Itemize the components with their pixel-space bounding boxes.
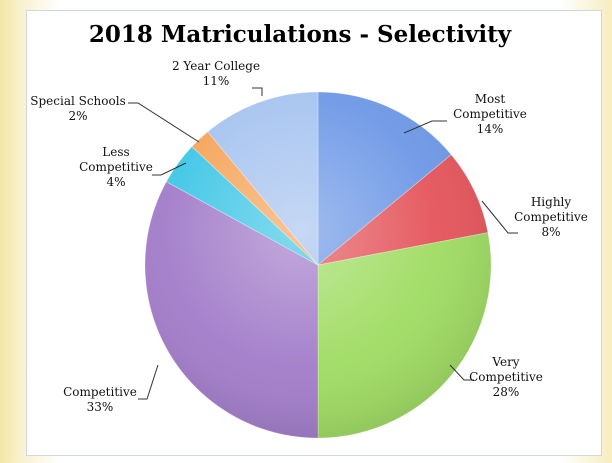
- leader-line-6: [252, 87, 263, 96]
- leader-line-5: [128, 102, 200, 143]
- leader-line-0: [403, 120, 447, 134]
- slice-value-label-2: 28%: [493, 385, 520, 399]
- slice-name-label-1: Competitive: [514, 210, 588, 224]
- pie-slice-2: [317, 232, 492, 439]
- slice-value-label-1: 8%: [541, 225, 560, 239]
- slice-name-label-2: Competitive: [469, 370, 543, 384]
- slice-name-label-0: Competitive: [453, 107, 527, 121]
- slice-name-label-4: Competitive: [79, 160, 153, 174]
- slice-name-label-2: Very: [491, 355, 519, 369]
- slice-value-label-5: 2%: [68, 109, 87, 123]
- slice-name-label-4: Less: [102, 145, 129, 159]
- leader-line-3: [138, 364, 159, 400]
- slice-value-label-6: 11%: [203, 74, 230, 88]
- slice-name-label-5: Special Schools: [30, 94, 125, 108]
- leader-line-1: [481, 200, 518, 234]
- slice-name-label-1: Highly: [531, 195, 572, 209]
- slice-value-label-0: 14%: [477, 122, 504, 136]
- leader-line-2: [449, 364, 474, 381]
- chart-title: 2018 Matriculations - Selectivity: [89, 21, 512, 48]
- slice-value-label-3: 33%: [87, 400, 114, 414]
- slice-name-label-0: Most: [475, 92, 506, 106]
- leader-line-4: [152, 162, 187, 176]
- slice-name-label-6: 2 Year College: [172, 59, 260, 73]
- slice-value-label-4: 4%: [106, 175, 125, 189]
- slice-name-label-3: Competitive: [63, 385, 137, 399]
